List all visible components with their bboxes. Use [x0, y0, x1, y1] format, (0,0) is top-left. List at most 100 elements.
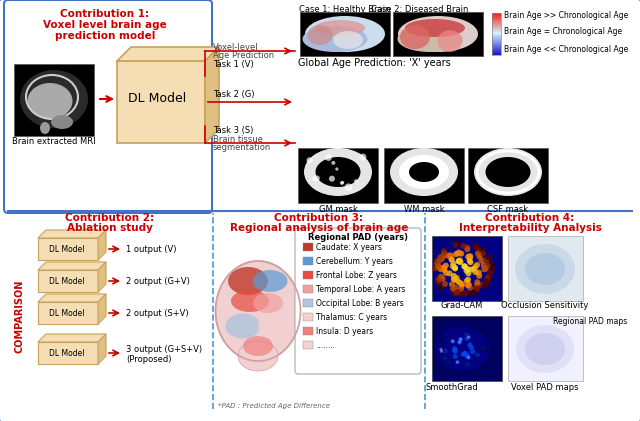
Circle shape [449, 256, 454, 262]
Circle shape [475, 250, 481, 256]
Circle shape [451, 290, 458, 296]
Bar [492, 26, 501, 27]
Circle shape [441, 265, 447, 271]
Polygon shape [98, 294, 106, 324]
Circle shape [447, 270, 452, 276]
Circle shape [454, 289, 460, 295]
Text: Cerebellum: Y years: Cerebellum: Y years [316, 256, 393, 266]
Circle shape [443, 349, 447, 354]
Bar [492, 46, 501, 47]
Text: Contribution 3:: Contribution 3: [275, 213, 364, 223]
Circle shape [457, 257, 463, 264]
Circle shape [452, 277, 458, 282]
Circle shape [332, 161, 335, 165]
Bar [492, 24, 501, 25]
Bar [492, 45, 501, 46]
Ellipse shape [390, 148, 458, 196]
Bar [492, 23, 501, 24]
Bar [492, 36, 501, 37]
Circle shape [477, 252, 483, 258]
Text: ........: ........ [316, 341, 335, 349]
Ellipse shape [225, 314, 260, 338]
Polygon shape [38, 302, 98, 324]
Circle shape [484, 274, 491, 280]
Bar [393, 12, 483, 56]
Circle shape [436, 258, 442, 264]
Text: DL Model: DL Model [49, 277, 84, 285]
Circle shape [458, 341, 461, 344]
Circle shape [472, 244, 479, 250]
Circle shape [480, 248, 486, 253]
Circle shape [314, 176, 320, 181]
Circle shape [480, 251, 486, 257]
Ellipse shape [405, 19, 465, 37]
Ellipse shape [516, 325, 574, 373]
Ellipse shape [238, 341, 278, 371]
Ellipse shape [51, 115, 73, 129]
Polygon shape [205, 47, 219, 143]
Circle shape [467, 259, 474, 265]
Circle shape [469, 266, 475, 272]
Text: Brain Age << Chronological Age: Brain Age << Chronological Age [504, 45, 628, 53]
Circle shape [354, 179, 358, 183]
Circle shape [449, 281, 455, 288]
Circle shape [486, 277, 492, 283]
Circle shape [440, 266, 446, 272]
Bar [384, 148, 464, 203]
Circle shape [467, 356, 470, 359]
Circle shape [457, 280, 463, 286]
Polygon shape [38, 238, 98, 260]
Text: prediction model: prediction model [55, 31, 155, 41]
Circle shape [360, 154, 367, 161]
Circle shape [468, 290, 474, 296]
Circle shape [440, 253, 445, 259]
Circle shape [459, 281, 465, 287]
Circle shape [472, 264, 479, 270]
Polygon shape [117, 47, 219, 61]
Text: Brain Age = Chronological Age: Brain Age = Chronological Age [504, 27, 622, 37]
Circle shape [489, 264, 495, 269]
Text: GM mask: GM mask [319, 205, 357, 213]
Text: 3 output (G+S+V): 3 output (G+S+V) [126, 346, 202, 354]
Circle shape [344, 184, 353, 191]
Circle shape [452, 346, 457, 351]
Circle shape [441, 266, 447, 273]
Ellipse shape [398, 16, 478, 52]
Circle shape [481, 283, 487, 289]
Bar [492, 22, 501, 23]
Circle shape [451, 340, 454, 343]
Circle shape [465, 254, 471, 260]
Circle shape [456, 361, 459, 364]
Text: *PAD : Predicted Age Difference: *PAD : Predicted Age Difference [218, 403, 330, 409]
Circle shape [441, 250, 447, 256]
Circle shape [465, 362, 470, 367]
Text: DL Model: DL Model [49, 349, 84, 357]
Bar [492, 41, 501, 42]
Circle shape [435, 264, 442, 270]
Bar [492, 32, 501, 33]
Circle shape [451, 261, 456, 266]
Polygon shape [38, 342, 98, 364]
Circle shape [434, 261, 440, 267]
Ellipse shape [515, 244, 575, 294]
Circle shape [479, 248, 485, 254]
Text: Insula: D years: Insula: D years [316, 327, 373, 336]
Bar [492, 28, 501, 29]
Bar [492, 48, 501, 49]
Ellipse shape [304, 148, 372, 196]
Bar [492, 14, 501, 15]
Circle shape [440, 254, 445, 260]
Ellipse shape [397, 26, 463, 52]
Text: Ablation study: Ablation study [67, 223, 153, 233]
Circle shape [474, 245, 479, 251]
Circle shape [456, 258, 462, 264]
Circle shape [467, 342, 472, 347]
Circle shape [464, 332, 469, 337]
Bar [492, 43, 501, 44]
Circle shape [461, 352, 466, 357]
Ellipse shape [20, 70, 88, 128]
Circle shape [325, 154, 332, 161]
Bar [492, 17, 501, 18]
Ellipse shape [316, 157, 360, 187]
Bar [303, 327, 313, 335]
